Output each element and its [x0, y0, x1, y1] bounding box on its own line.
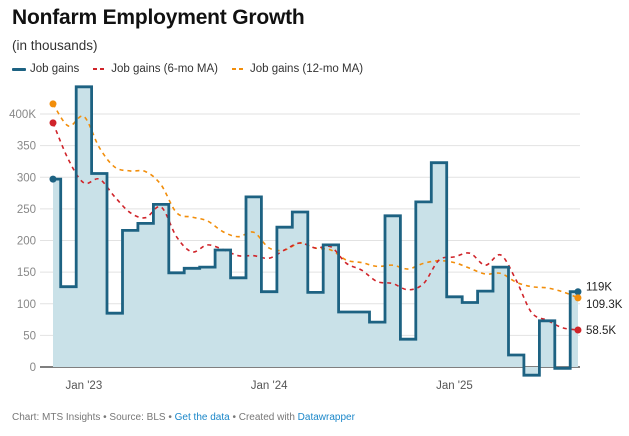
datawrapper-link[interactable]: Datawrapper	[297, 412, 355, 423]
y-tick-label: 150	[17, 267, 36, 279]
x-tick-label: Jan '25	[436, 380, 473, 392]
x-tick-label: Jan '23	[66, 380, 103, 392]
ma-6mo-line	[52, 122, 579, 331]
y-tick-label: 400K	[9, 109, 36, 121]
footer-separator: •	[229, 412, 239, 423]
legend-item-12mo-ma: Job gains (12-mo MA)	[231, 63, 364, 75]
y-tick-label: 250	[17, 204, 36, 216]
legend: Job gains Job gains (6-mo MA) Job gains …	[12, 63, 363, 75]
footer-created-with: Created with	[238, 412, 298, 423]
end-dot	[574, 294, 582, 302]
start-dot	[49, 100, 57, 108]
end-value-label: 58.5K	[586, 325, 616, 337]
footer: Chart: MTS Insights • Source: BLS • Get …	[12, 412, 355, 423]
footer-separator: •	[165, 412, 175, 423]
chart-subtitle: (in thousands)	[12, 38, 98, 53]
legend-item-job-gains: Job gains	[12, 63, 79, 75]
end-dot	[574, 326, 582, 334]
y-tick-label: 350	[17, 141, 36, 153]
y-tick-label: 100	[17, 299, 36, 311]
job-gains-step-line	[53, 85, 578, 377]
legend-item-6mo-ma: Job gains (6-mo MA)	[93, 63, 218, 75]
start-dot	[49, 119, 57, 127]
y-tick-label: 50	[23, 330, 36, 342]
end-value-label: 109.3K	[586, 299, 623, 311]
start-dot	[49, 175, 57, 183]
footer-separator: •	[100, 412, 110, 423]
end-value-label: 119K	[586, 282, 612, 294]
get-data-link[interactable]: Get the data	[174, 412, 230, 423]
y-tick-label: 0	[30, 362, 36, 374]
legend-label: Job gains	[30, 63, 80, 75]
job-gains-fill	[53, 86, 578, 376]
legend-label: Job gains (12-mo MA)	[249, 63, 364, 75]
series-lines	[52, 85, 579, 377]
footer-source: Source: BLS	[109, 412, 166, 423]
chart-title: Nonfarm Employment Growth	[12, 6, 305, 29]
legend-label: Job gains (6-mo MA)	[111, 63, 218, 75]
y-tick-label: 200	[17, 236, 36, 248]
legend-swatch-dashed-red	[93, 68, 108, 70]
job-gains-area	[53, 86, 578, 376]
y-tick-label: 300	[17, 172, 36, 184]
end-dots	[49, 100, 582, 334]
tick-labels: 0 50 100 150 200 250 300 350 400K 119K 109.3K 58.5K…	[9, 109, 623, 392]
legend-swatch-dashed-orange	[231, 68, 246, 70]
legend-swatch-solid	[12, 67, 26, 71]
footer-credit: Chart: MTS Insights	[12, 412, 101, 423]
end-dot	[574, 288, 582, 296]
x-tick-label: Jan '24	[251, 380, 288, 392]
